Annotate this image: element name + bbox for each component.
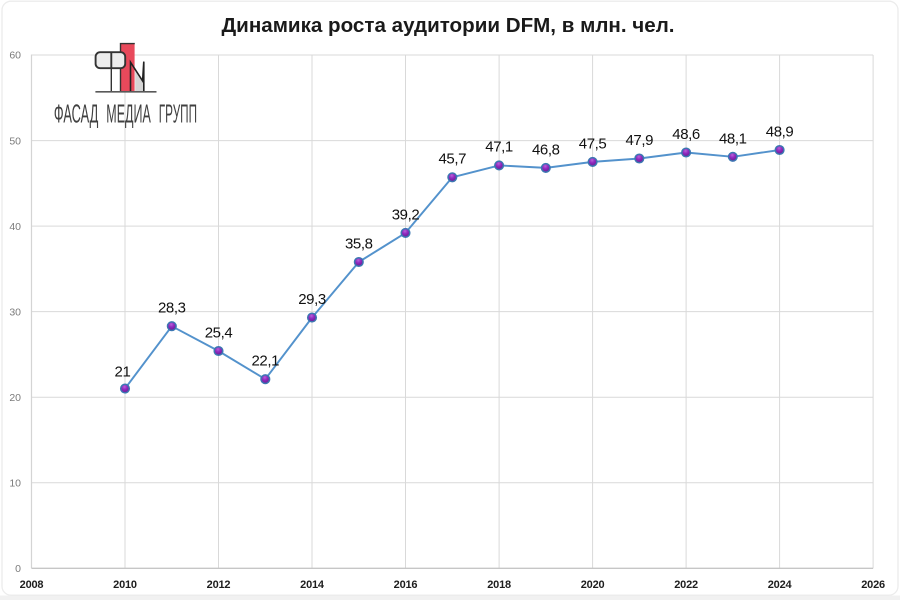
svg-text:2020: 2020 [581, 579, 605, 591]
svg-text:47,1: 47,1 [485, 139, 513, 156]
svg-text:30: 30 [9, 306, 21, 318]
svg-text:25,4: 25,4 [205, 325, 233, 342]
svg-text:10: 10 [9, 477, 21, 489]
svg-text:2018: 2018 [487, 579, 511, 591]
svg-text:39,2: 39,2 [392, 207, 420, 224]
svg-text:2024: 2024 [768, 579, 793, 591]
svg-text:47,5: 47,5 [579, 136, 607, 153]
svg-text:МЕДИА: МЕДИА [106, 101, 151, 129]
svg-text:ГРУПП: ГРУПП [159, 101, 197, 129]
svg-text:48,9: 48,9 [766, 124, 794, 141]
svg-text:47,9: 47,9 [625, 132, 653, 149]
svg-text:45,7: 45,7 [438, 151, 466, 168]
svg-text:Динамика роста аудитории DFM,: Динамика роста аудитории DFM, в млн. чел… [222, 15, 675, 37]
svg-text:29,3: 29,3 [298, 291, 326, 308]
svg-text:ФАСАД: ФАСАД [54, 101, 98, 129]
svg-text:2026: 2026 [861, 579, 885, 591]
svg-text:48,1: 48,1 [719, 131, 747, 148]
svg-text:2012: 2012 [207, 579, 231, 591]
svg-text:50: 50 [9, 135, 21, 147]
svg-text:46,8: 46,8 [532, 142, 560, 159]
svg-text:21: 21 [115, 364, 131, 381]
svg-text:48,6: 48,6 [672, 126, 700, 143]
svg-text:60: 60 [9, 50, 21, 62]
svg-text:0: 0 [15, 563, 21, 575]
svg-text:2010: 2010 [113, 579, 137, 591]
svg-text:35,8: 35,8 [345, 236, 373, 253]
svg-text:2014: 2014 [300, 579, 325, 591]
svg-text:22,1: 22,1 [251, 353, 279, 370]
svg-text:20: 20 [9, 392, 21, 404]
svg-text:28,3: 28,3 [158, 300, 186, 317]
svg-text:2022: 2022 [674, 579, 698, 591]
svg-text:40: 40 [9, 221, 21, 233]
svg-text:2016: 2016 [394, 579, 418, 591]
svg-text:2008: 2008 [20, 579, 44, 591]
